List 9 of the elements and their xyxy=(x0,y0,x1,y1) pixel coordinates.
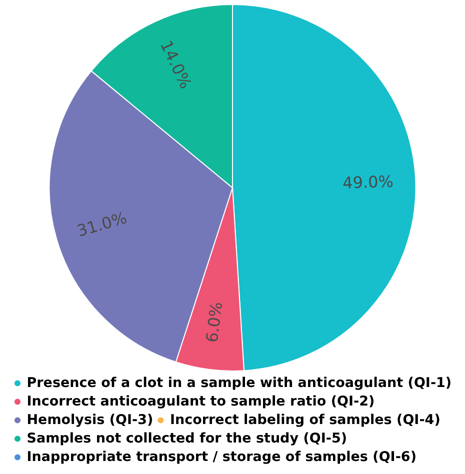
legend-label: Inappropriate transport / storage of samples (QI-6) xyxy=(26,448,416,465)
data-label: 6.0% xyxy=(202,300,226,344)
legend-label: Incorrect anticoagulant to sample ratio (QI-2) xyxy=(26,393,375,410)
legend-label: Presence of a clot in a sample with anticoagulant (QI-1) xyxy=(26,374,452,391)
legend-label: Incorrect labeling of samples (QI-4) xyxy=(170,412,440,428)
legend-label: Hemolysis (QI-3) xyxy=(26,412,154,428)
legend-label: Samples not collected for the study (QI-5) xyxy=(26,430,348,446)
data-label: 31.0% xyxy=(74,208,129,240)
data-label: 49.0% xyxy=(342,172,394,192)
